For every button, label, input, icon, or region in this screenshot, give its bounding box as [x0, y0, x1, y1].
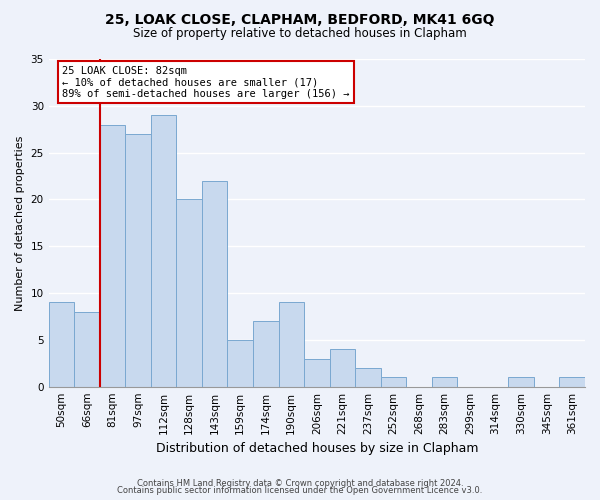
Bar — [380, 378, 406, 386]
Bar — [355, 368, 380, 386]
Bar — [304, 358, 329, 386]
Bar — [100, 124, 125, 386]
Bar — [151, 115, 176, 386]
Y-axis label: Number of detached properties: Number of detached properties — [15, 135, 25, 310]
Bar — [176, 200, 202, 386]
Text: Contains HM Land Registry data © Crown copyright and database right 2024.: Contains HM Land Registry data © Crown c… — [137, 478, 463, 488]
Text: 25, LOAK CLOSE, CLAPHAM, BEDFORD, MK41 6GQ: 25, LOAK CLOSE, CLAPHAM, BEDFORD, MK41 6… — [105, 12, 495, 26]
Text: Contains public sector information licensed under the Open Government Licence v3: Contains public sector information licen… — [118, 486, 482, 495]
Text: 25 LOAK CLOSE: 82sqm
← 10% of detached houses are smaller (17)
89% of semi-detac: 25 LOAK CLOSE: 82sqm ← 10% of detached h… — [62, 66, 350, 99]
Bar — [125, 134, 151, 386]
Bar — [432, 378, 457, 386]
Bar — [278, 302, 304, 386]
X-axis label: Distribution of detached houses by size in Clapham: Distribution of detached houses by size … — [155, 442, 478, 455]
Bar — [253, 321, 278, 386]
Bar — [74, 312, 100, 386]
Bar — [508, 378, 534, 386]
Bar — [227, 340, 253, 386]
Bar — [202, 180, 227, 386]
Bar — [559, 378, 585, 386]
Bar — [49, 302, 74, 386]
Bar — [329, 349, 355, 387]
Text: Size of property relative to detached houses in Clapham: Size of property relative to detached ho… — [133, 28, 467, 40]
